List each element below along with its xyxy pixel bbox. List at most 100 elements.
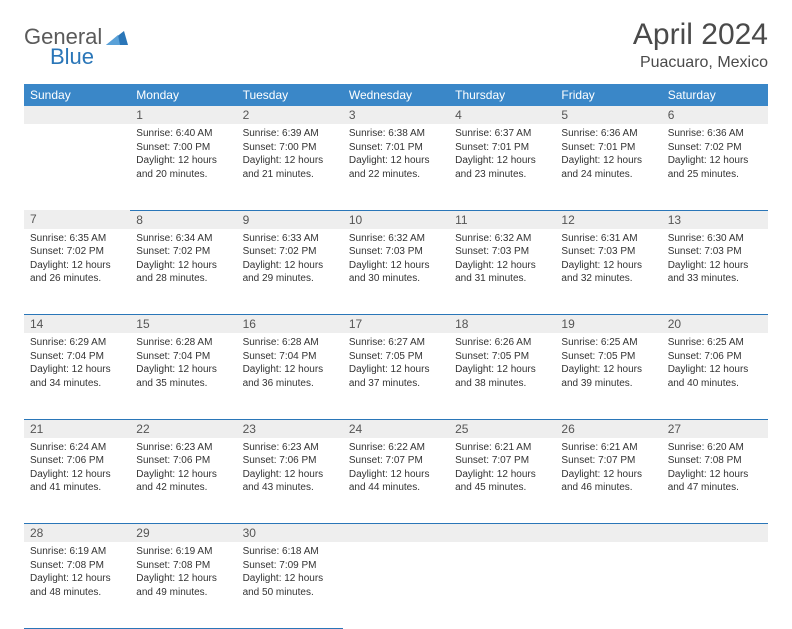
day-details: Sunrise: 6:28 AMSunset: 7:04 PMDaylight:… [130,333,236,394]
day-number: 28 [24,524,130,543]
day-cell: Sunrise: 6:34 AMSunset: 7:02 PMDaylight:… [130,229,236,315]
day-cell: Sunrise: 6:19 AMSunset: 7:08 PMDaylight:… [130,542,236,628]
day-number: 23 [237,419,343,438]
day-line: Daylight: 12 hours [561,363,655,377]
day-number: 29 [130,524,236,543]
day-cell: Sunrise: 6:38 AMSunset: 7:01 PMDaylight:… [343,124,449,210]
day-line: Sunset: 7:01 PM [561,141,655,155]
day-line: and 39 minutes. [561,377,655,391]
day-number [343,524,449,543]
day-line: Sunset: 7:00 PM [243,141,337,155]
day-line: Daylight: 12 hours [668,259,762,273]
day-details: Sunrise: 6:32 AMSunset: 7:03 PMDaylight:… [449,229,555,290]
day-cell: Sunrise: 6:40 AMSunset: 7:00 PMDaylight:… [130,124,236,210]
weekday-header: Friday [555,84,661,106]
header: General April 2024 Puacuaro, Mexico [24,18,768,72]
day-number-row: 14151617181920 [24,315,768,334]
day-line: Sunset: 7:03 PM [561,245,655,259]
day-details: Sunrise: 6:36 AMSunset: 7:02 PMDaylight:… [662,124,768,185]
day-line: Sunrise: 6:24 AM [30,441,124,455]
day-line: Daylight: 12 hours [136,468,230,482]
day-line: Sunset: 7:05 PM [455,350,549,364]
day-line: Daylight: 12 hours [455,154,549,168]
day-line: Sunset: 7:07 PM [455,454,549,468]
day-line: and 48 minutes. [30,586,124,600]
day-number: 12 [555,210,661,229]
day-line: Sunrise: 6:23 AM [136,441,230,455]
day-number: 14 [24,315,130,334]
day-number: 21 [24,419,130,438]
day-line: Sunset: 7:08 PM [668,454,762,468]
day-line: Daylight: 12 hours [30,572,124,586]
day-content-row: Sunrise: 6:40 AMSunset: 7:00 PMDaylight:… [24,124,768,210]
day-cell: Sunrise: 6:27 AMSunset: 7:05 PMDaylight:… [343,333,449,419]
day-line: and 21 minutes. [243,168,337,182]
weekday-header: Tuesday [237,84,343,106]
day-line: Daylight: 12 hours [243,259,337,273]
day-number: 24 [343,419,449,438]
day-line: Sunset: 7:05 PM [561,350,655,364]
day-cell [24,124,130,210]
day-number: 10 [343,210,449,229]
day-number: 6 [662,106,768,124]
day-number: 18 [449,315,555,334]
day-line: and 29 minutes. [243,272,337,286]
day-line: Sunrise: 6:28 AM [243,336,337,350]
day-line: Sunrise: 6:32 AM [455,232,549,246]
day-cell [343,542,449,628]
day-line: Sunset: 7:00 PM [136,141,230,155]
day-details: Sunrise: 6:19 AMSunset: 7:08 PMDaylight:… [130,542,236,603]
day-line: and 22 minutes. [349,168,443,182]
day-line: Sunrise: 6:25 AM [668,336,762,350]
day-cell: Sunrise: 6:32 AMSunset: 7:03 PMDaylight:… [343,229,449,315]
day-number: 9 [237,210,343,229]
day-details: Sunrise: 6:28 AMSunset: 7:04 PMDaylight:… [237,333,343,394]
day-line: Daylight: 12 hours [243,154,337,168]
day-line: Sunset: 7:02 PM [668,141,762,155]
day-line: Sunrise: 6:37 AM [455,127,549,141]
day-details: Sunrise: 6:21 AMSunset: 7:07 PMDaylight:… [555,438,661,499]
day-number: 17 [343,315,449,334]
day-line: Sunset: 7:06 PM [30,454,124,468]
day-details: Sunrise: 6:22 AMSunset: 7:07 PMDaylight:… [343,438,449,499]
day-line: Sunset: 7:03 PM [455,245,549,259]
day-line: Sunrise: 6:27 AM [349,336,443,350]
day-line: and 46 minutes. [561,481,655,495]
day-line: Sunset: 7:04 PM [136,350,230,364]
day-number: 13 [662,210,768,229]
day-number: 16 [237,315,343,334]
day-number-row: 123456 [24,106,768,124]
day-line: Sunset: 7:06 PM [668,350,762,364]
day-line: Daylight: 12 hours [136,259,230,273]
day-line: and 26 minutes. [30,272,124,286]
day-number-row: 78910111213 [24,210,768,229]
day-cell: Sunrise: 6:31 AMSunset: 7:03 PMDaylight:… [555,229,661,315]
day-number: 1 [130,106,236,124]
day-line: Daylight: 12 hours [668,363,762,377]
day-line: Sunrise: 6:18 AM [243,545,337,559]
day-details: Sunrise: 6:40 AMSunset: 7:00 PMDaylight:… [130,124,236,185]
day-content-row: Sunrise: 6:24 AMSunset: 7:06 PMDaylight:… [24,438,768,524]
day-line: and 37 minutes. [349,377,443,391]
day-number: 7 [24,210,130,229]
day-line: Sunset: 7:06 PM [136,454,230,468]
day-line: and 50 minutes. [243,586,337,600]
day-cell: Sunrise: 6:23 AMSunset: 7:06 PMDaylight:… [237,438,343,524]
day-details: Sunrise: 6:19 AMSunset: 7:08 PMDaylight:… [24,542,130,603]
day-line: Daylight: 12 hours [243,468,337,482]
day-cell: Sunrise: 6:21 AMSunset: 7:07 PMDaylight:… [449,438,555,524]
day-line: Sunrise: 6:22 AM [349,441,443,455]
day-content-row: Sunrise: 6:19 AMSunset: 7:08 PMDaylight:… [24,542,768,628]
day-number: 5 [555,106,661,124]
day-details: Sunrise: 6:33 AMSunset: 7:02 PMDaylight:… [237,229,343,290]
weekday-header: Monday [130,84,236,106]
triangle-icon [106,29,128,45]
day-number-row: 282930 [24,524,768,543]
day-cell: Sunrise: 6:24 AMSunset: 7:06 PMDaylight:… [24,438,130,524]
day-details: Sunrise: 6:25 AMSunset: 7:05 PMDaylight:… [555,333,661,394]
day-line: Daylight: 12 hours [30,259,124,273]
day-line: Daylight: 12 hours [30,363,124,377]
day-line: Daylight: 12 hours [30,468,124,482]
day-line: and 33 minutes. [668,272,762,286]
day-line: Sunrise: 6:33 AM [243,232,337,246]
